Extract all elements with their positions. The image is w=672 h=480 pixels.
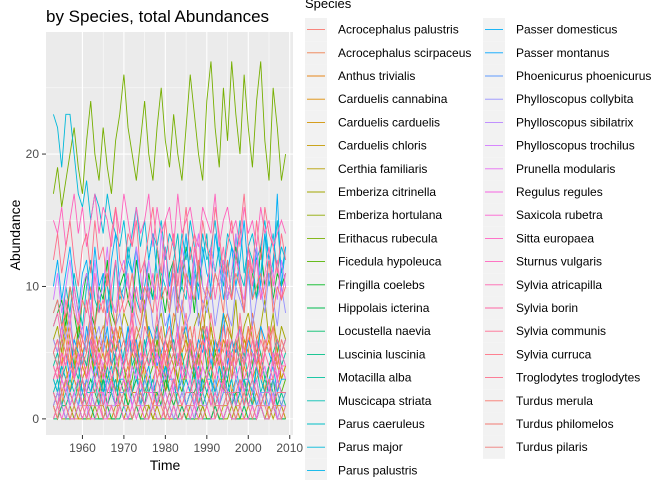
series-line-31 — [52, 246, 287, 340]
x-tick-label: 1990 — [193, 441, 220, 455]
y-tick-label: 10 — [26, 279, 40, 293]
series-line-28 — [52, 404, 287, 421]
legend-area — [305, 18, 505, 480]
x-tick-label: 1980 — [152, 441, 179, 455]
legend-label: Ficedula hypoleuca — [338, 255, 442, 269]
series-line-35 — [52, 193, 287, 287]
legend-label: Sylvia atricapilla — [516, 278, 602, 292]
legend-label: Acrocephalus scirpaceus — [338, 46, 471, 60]
x-axis-title: Time — [150, 457, 181, 473]
legend-label: Muscicapa striata — [338, 394, 432, 408]
legend-label: Phylloscopus collybita — [516, 92, 634, 106]
legend-label: Acrocephalus palustris — [338, 23, 459, 37]
legend-label: Turdus pilaris — [516, 440, 588, 454]
y-axis-ticks: 0 10 20 — [26, 147, 46, 426]
legend-label: Phylloscopus trochilus — [516, 139, 635, 153]
y-tick-label: 0 — [32, 412, 39, 426]
series-line-38 — [52, 390, 287, 421]
legend-label: Sturnus vulgaris — [516, 255, 602, 269]
x-tick-label: 1960 — [69, 441, 96, 455]
legend-label: Carduelis cannabina — [338, 92, 448, 106]
legend-label: Parus caeruleus — [338, 417, 425, 431]
legend-label: Passer montanus — [516, 46, 609, 60]
y-tick-label: 20 — [26, 147, 40, 161]
legend-label: Emberiza citrinella — [338, 185, 436, 199]
x-tick-label: 1970 — [111, 441, 138, 455]
legend-label: Certhia familiaris — [338, 162, 427, 176]
series-line-9 — [52, 61, 287, 208]
legend-title: Species — [305, 0, 352, 11]
legend-label: Passer domesticus — [516, 23, 617, 37]
x-axis-ticks: 1960 1970 1980 1990 2000 2010 — [69, 435, 303, 455]
plot-panel — [46, 32, 293, 435]
legend-label: Parus palustris — [338, 463, 417, 477]
legend-label: Troglodytes troglodytes — [516, 371, 640, 385]
legend-label: Carduelis chloris — [338, 139, 427, 153]
legend-label: Prunella modularis — [516, 162, 615, 176]
series-line-34 — [52, 377, 286, 408]
series-line-20 — [52, 193, 287, 314]
legend-label: Sitta europaea — [516, 231, 594, 245]
legend-label: Sylvia communis — [516, 324, 606, 338]
chart-title: by Species, total Abundances — [46, 7, 269, 26]
legend-label: Anthus trivialis — [338, 69, 415, 83]
series-line-33 — [52, 312, 287, 367]
legend-label: Sylvia curruca — [516, 347, 592, 361]
x-tick-label: 2010 — [276, 441, 303, 455]
series-line-32 — [52, 339, 286, 381]
legend-key-bg — [305, 458, 327, 480]
legend-label: Sylvia borin — [516, 301, 578, 315]
series-line-37 — [52, 326, 287, 368]
legend-label: Erithacus rubecula — [338, 231, 438, 245]
legend-label: Phoenicurus phoenicurus — [516, 69, 651, 83]
x-tick-label: 2000 — [235, 441, 262, 455]
legend-label: Phylloscopus sibilatrix — [516, 115, 633, 129]
legend-label: Parus major — [338, 440, 403, 454]
series-line-29 — [52, 326, 287, 380]
legend-label: Turdus merula — [516, 394, 593, 408]
legend-label: Saxicola rubetra — [516, 208, 603, 222]
legend-label: Motacilla alba — [338, 371, 412, 385]
legend-label: Locustella naevia — [338, 324, 431, 338]
legend-label: Regulus regules — [516, 185, 603, 199]
legend-label: Carduelis carduelis — [338, 115, 440, 129]
y-axis-title: Abundance — [7, 199, 23, 270]
legend-label: Turdus philomelos — [516, 417, 614, 431]
legend-label: Hippolais icterina — [338, 301, 430, 315]
legend-label: Emberiza hortulana — [338, 208, 442, 222]
legend-label: Luscinia luscinia — [338, 347, 426, 361]
species-legend: Species Acrocephalus palustris Acrocephal… — [305, 0, 651, 480]
legend-label: Fringilla coelebs — [338, 278, 425, 292]
series-line-36 — [52, 259, 287, 327]
